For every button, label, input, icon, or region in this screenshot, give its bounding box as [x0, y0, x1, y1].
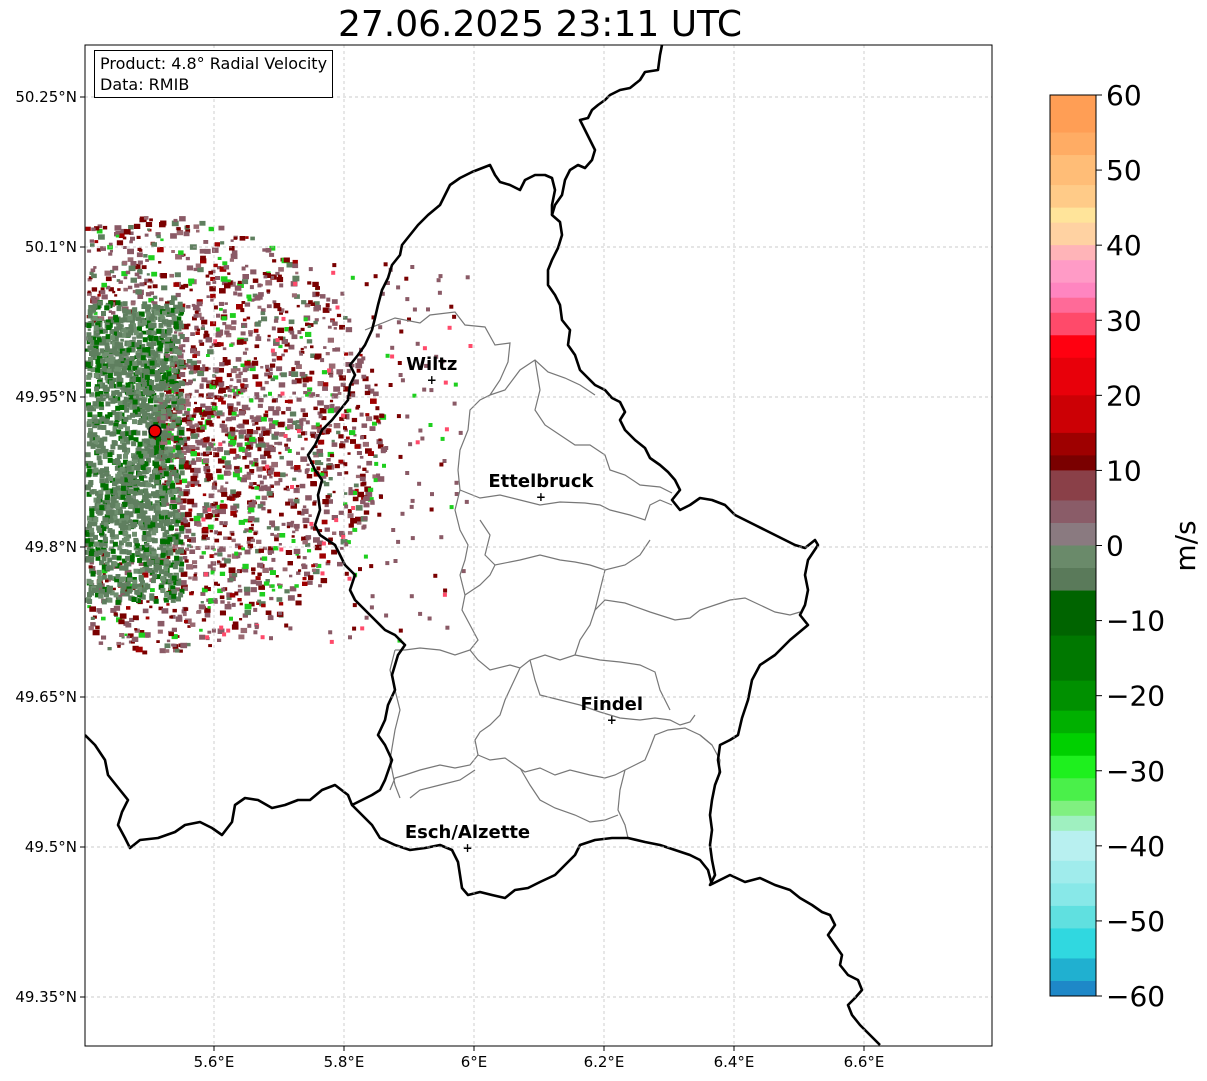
radar-echoes [85, 216, 473, 655]
city-label: Wiltz [406, 354, 457, 375]
lat-tick-label: 49.35°N [15, 988, 77, 1006]
city-label: Esch/Alzette [405, 822, 530, 843]
lat-tick-label: 50.25°N [15, 88, 77, 106]
city-marker-icon: + [462, 841, 472, 855]
product-info-box: Product: 4.8° Radial Velocity Data: RMIB [94, 50, 334, 98]
lon-tick-label: 6°E [461, 1053, 488, 1071]
colorbar-tick-label: −60 [1106, 980, 1165, 1013]
city-label: Ettelbruck [488, 471, 594, 492]
axis-ticks: 50.25°N 50.1°N 49.95°N 49.8°N 49.65°N 49.5°N 4… [15, 88, 884, 1071]
colorbar-tick-label: 0 [1106, 530, 1124, 563]
colorbar-tick-label: 50 [1106, 154, 1142, 187]
lon-tick-label: 6.4°E [714, 1053, 755, 1071]
canton-boundaries [364, 311, 801, 839]
lat-tick-label: 49.65°N [15, 688, 77, 706]
colorbar-tick-label: 40 [1106, 229, 1142, 262]
lon-tick-label: 6.2°E [584, 1053, 625, 1071]
city-markers: +Wiltz+Ettelbruck+Findel+Esch/Alzette [405, 354, 643, 855]
colorbar-tick-label: −20 [1106, 680, 1165, 713]
lon-tick-label: 5.6°E [194, 1053, 235, 1071]
colorbar-tick-label: −30 [1106, 755, 1165, 788]
colorbar-tick-label: −50 [1106, 905, 1165, 938]
lat-tick-label: 50.1°N [25, 238, 77, 256]
lat-tick-label: 49.95°N [15, 388, 77, 406]
graticule [85, 45, 992, 1046]
data-source-label: Data: RMIB [100, 75, 190, 94]
radar-site-marker [148, 424, 162, 438]
colorbar-tick-label: 60 [1106, 79, 1142, 112]
colorbar-tick-label: −40 [1106, 830, 1165, 863]
country-borders [85, 45, 881, 1046]
colorbar-unit-label: m/s [1169, 520, 1202, 571]
lon-tick-label: 5.8°E [324, 1053, 365, 1071]
city-marker-icon: + [607, 713, 617, 727]
city-label: Findel [581, 694, 644, 715]
lat-tick-label: 49.8°N [25, 538, 77, 556]
lon-tick-label: 6.6°E [844, 1053, 885, 1071]
product-label: Product: 4.8° Radial Velocity [100, 54, 328, 73]
colorbar-tick-label: 30 [1106, 304, 1142, 337]
colorbar-tick-label: −10 [1106, 605, 1165, 638]
colorbar-tick-label: 20 [1106, 379, 1142, 412]
map-frame [84, 44, 993, 1047]
velocity-colorbar: 60 50 40 30 20 10 0 −10 −20 −30 −40 −50 −60 m/s [1049, 79, 1202, 1013]
map-title: 27.06.2025 23:11 UTC [337, 4, 743, 45]
lat-tick-label: 49.5°N [25, 838, 77, 856]
city-marker-icon: + [427, 373, 437, 387]
city-marker-icon: + [536, 490, 546, 504]
colorbar-tick-label: 10 [1106, 454, 1142, 487]
